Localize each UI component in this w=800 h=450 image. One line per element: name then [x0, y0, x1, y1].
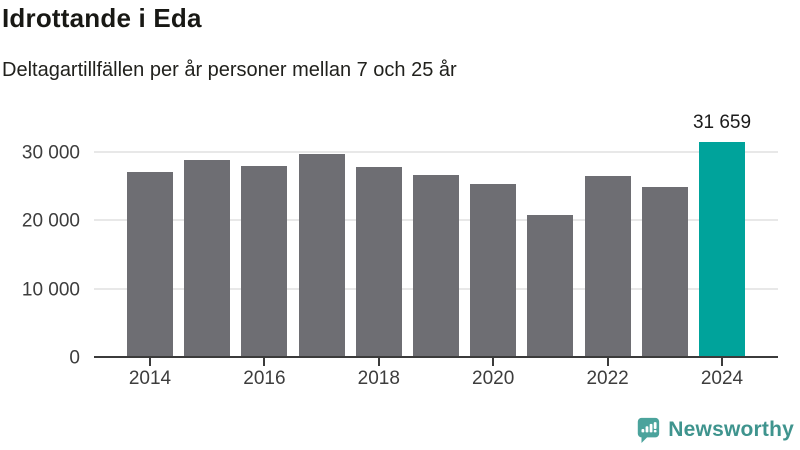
bar-2020: [470, 184, 517, 358]
y-axis-tick-label: 0: [69, 347, 80, 369]
x-axis-tick-label: 2024: [700, 368, 744, 389]
bar-chart-speech-bubble-icon: [638, 417, 660, 443]
newsworthy-logo-text: Newsworthy: [668, 418, 794, 441]
bar-2014: [127, 172, 173, 358]
bar-2019: [413, 174, 459, 358]
x-axis-tick: [721, 358, 723, 366]
x-axis-tick-label: 2022: [586, 368, 629, 389]
y-axis-tick-label: 30 000: [21, 142, 80, 164]
chart-subtitle: Deltagartillfällen per år personer mella…: [2, 59, 457, 81]
bar-2023: [641, 187, 688, 358]
x-axis-tick: [149, 358, 151, 366]
x-axis-tick: [263, 358, 266, 366]
bar-2016: [241, 165, 288, 358]
x-axis-tick-label: 2014: [128, 368, 172, 389]
x-axis-tick-label: 2018: [357, 368, 400, 389]
newsworthy-logo[interactable]: Newsworthy: [635, 416, 794, 443]
bar-2024: [699, 141, 745, 358]
bar-2018: [355, 167, 402, 358]
highlighted-bar-value-label: 31 659: [692, 111, 752, 133]
x-axis-tick: [377, 358, 380, 366]
x-axis-tick: [492, 358, 495, 366]
y-axis-tick-label: 20 000: [21, 210, 80, 232]
bar-2017: [298, 153, 345, 358]
gridline: [94, 151, 778, 153]
x-axis-tick-label: 2020: [472, 368, 515, 389]
bar-2015: [184, 159, 231, 358]
bar-2021: [527, 214, 574, 358]
chart-title: Idrottande i Eda: [2, 3, 202, 33]
x-axis-tick-label: 2016: [243, 368, 286, 389]
x-axis-tick: [606, 358, 609, 366]
x-axis-line: [94, 356, 778, 358]
plot-area: 0 10 000 20 000 30 000 2014 2016 2018 2020 2022 2…: [22, 108, 778, 388]
bar-2022: [584, 176, 631, 358]
y-axis-tick-label: 10 000: [21, 279, 80, 301]
